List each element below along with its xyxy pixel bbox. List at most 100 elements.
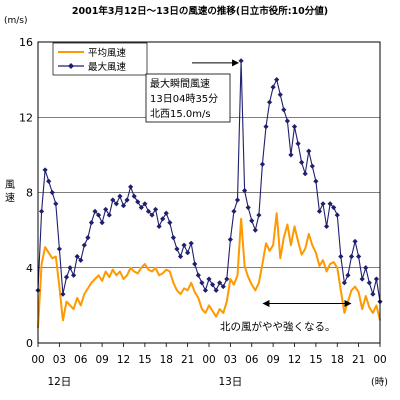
max-wind-point [370, 291, 376, 297]
north-wind-annotation-text: 北の風がやや強くなる。 [220, 320, 336, 333]
max-wind-point [217, 280, 223, 286]
peak-arrowhead [232, 59, 240, 67]
max-wind-point [331, 204, 337, 211]
x-tick-label: 18 [331, 354, 344, 366]
max-wind-point [256, 212, 262, 218]
max-wind-point [156, 223, 162, 229]
y-tick-labels: 0 4 8 12 16 [19, 36, 33, 350]
chart-title: 2001年3月12日～13日の風速の推移(日立市役所:10分値) [72, 5, 328, 17]
max-wind-point [352, 238, 358, 245]
legend-marker-max [68, 63, 74, 69]
max-wind-point [106, 212, 112, 218]
max-wind-point [263, 124, 269, 130]
max-wind-point [313, 178, 319, 184]
x-tick-label: 12 [288, 354, 301, 366]
max-wind-point [152, 206, 159, 213]
max-wind-point [46, 178, 52, 184]
max-wind-point [252, 227, 258, 233]
max-wind-point [149, 212, 155, 218]
max-wind-point [245, 204, 251, 211]
max-wind-point [199, 280, 205, 286]
north-wind-arrowhead-right [344, 299, 352, 307]
max-wind-point [49, 189, 55, 196]
max-wind-point [291, 124, 298, 130]
max-wind-point [103, 206, 109, 213]
max-wind-point [234, 197, 241, 203]
y-tick-label: 16 [19, 36, 33, 49]
y-axis-label: 風速 [5, 179, 15, 204]
max-wind-point [320, 201, 326, 207]
max-wind-point [110, 197, 116, 203]
max-wind-point [135, 199, 141, 205]
max-wind-point [345, 272, 351, 278]
max-wind-point [323, 223, 330, 229]
max-wind-point [170, 235, 176, 241]
x-tick-label: 06 [245, 354, 259, 366]
max-wind-point [38, 208, 45, 214]
max-wind-point [67, 265, 73, 271]
y-axis-unit: (m/s) [4, 16, 28, 26]
max-wind-point [185, 250, 191, 256]
max-wind-point [220, 283, 226, 290]
x-tick-label: 15 [138, 354, 151, 366]
max-wind-point [213, 287, 219, 293]
x-tick-label: 21 [181, 354, 194, 366]
max-wind-point [113, 201, 119, 207]
x-tick-label: 00 [202, 354, 215, 366]
max-wind-point [174, 246, 180, 252]
max-wind-point [270, 84, 276, 90]
y-tick-label: 8 [26, 187, 33, 200]
x-tick-label: 00 [373, 354, 386, 366]
max-wind-point [188, 240, 194, 246]
max-wind-point [359, 276, 365, 282]
max-wind-point [74, 253, 80, 260]
x-axis-unit: (時) [371, 377, 388, 388]
max-wind-point [238, 58, 244, 64]
max-wind-point [341, 280, 347, 286]
max-wind-point [78, 257, 84, 263]
legend-label-avg: 平均風速 [88, 47, 127, 59]
max-wind-point [309, 163, 315, 169]
x-tick-label: 12 [117, 354, 130, 366]
x-day-label: 13日 [218, 376, 242, 388]
max-wind-point [117, 193, 123, 199]
max-wind-point [284, 118, 290, 124]
max-wind-point [167, 220, 173, 226]
max-wind-point [302, 171, 308, 177]
max-wind-point [356, 253, 362, 260]
max-wind-point [274, 77, 280, 83]
peak-annotation-line-2: 13日04時35分 [150, 93, 218, 105]
max-wind-point [249, 218, 255, 224]
x-tick-label: 03 [53, 354, 66, 366]
max-wind-point [160, 216, 166, 222]
max-wind-point [202, 287, 209, 293]
max-wind-point [131, 193, 137, 199]
max-wind-point [120, 203, 127, 209]
y-tick-label: 12 [19, 111, 33, 124]
max-wind-point [42, 167, 48, 173]
x-tick-label: 00 [31, 354, 44, 366]
max-wind-point [259, 161, 266, 167]
max-wind-point [231, 208, 237, 214]
max-wind-point [327, 201, 333, 207]
max-wind-point [142, 201, 148, 207]
max-wind-point [71, 272, 77, 278]
north-wind-annotation: 北の風がやや強くなる。 [220, 299, 352, 333]
max-wind-point [81, 242, 87, 248]
x-tick-label: 06 [74, 354, 88, 366]
plot-frame [37, 41, 381, 344]
max-wind-point [99, 220, 105, 226]
max-wind-point [363, 265, 369, 271]
max-wind-point [316, 208, 323, 214]
x-tick-label: 09 [95, 354, 108, 366]
max-wind-point [277, 92, 283, 98]
max-wind-point [299, 159, 305, 165]
max-wind-point [138, 204, 144, 211]
max-wind-point [145, 208, 152, 214]
max-wind-point [53, 201, 59, 207]
y-tick-label: 0 [26, 337, 33, 350]
max-wind-point [63, 274, 70, 280]
x-tick-label: 21 [352, 354, 365, 366]
max-wind-point [124, 197, 130, 203]
